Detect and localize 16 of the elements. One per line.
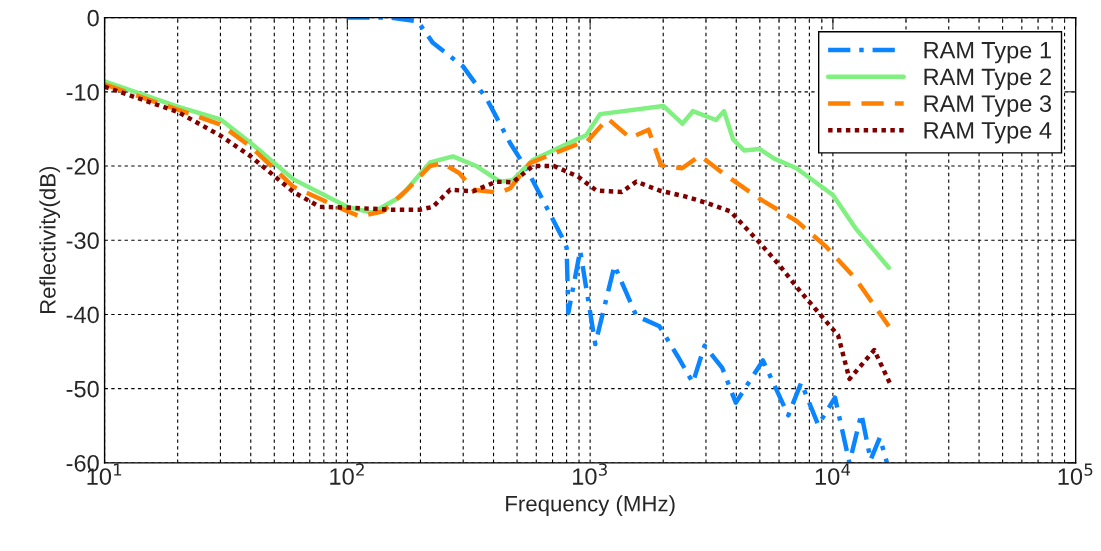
x-tick-label: 10$^{2}$ [330,463,364,485]
x-axis-title: Frequency (MHz) [506,495,675,516]
x-tick-label: 10$^{3}$ [573,463,607,485]
y-tick-label: 0 [87,9,99,27]
y-tick-label: -20 [66,158,99,175]
legend-label: RAM Type 4 [924,122,1052,144]
x-tick-label: 10$^{5}$ [1058,463,1093,485]
y-axis-title: Reflectivity(dB) [39,166,61,314]
legend-label: RAM Type 3 [924,95,1052,117]
x-tick-label: 10$^{4}$ [815,463,851,485]
y-tick-label: -30 [66,232,99,250]
legend-label: RAM Type 1 [924,42,1051,64]
legend-label: RAM Type 2 [924,68,1051,90]
y-tick-label: -50 [66,380,99,398]
y-tick-label: -10 [66,83,99,101]
y-tick-label: -40 [66,306,99,324]
